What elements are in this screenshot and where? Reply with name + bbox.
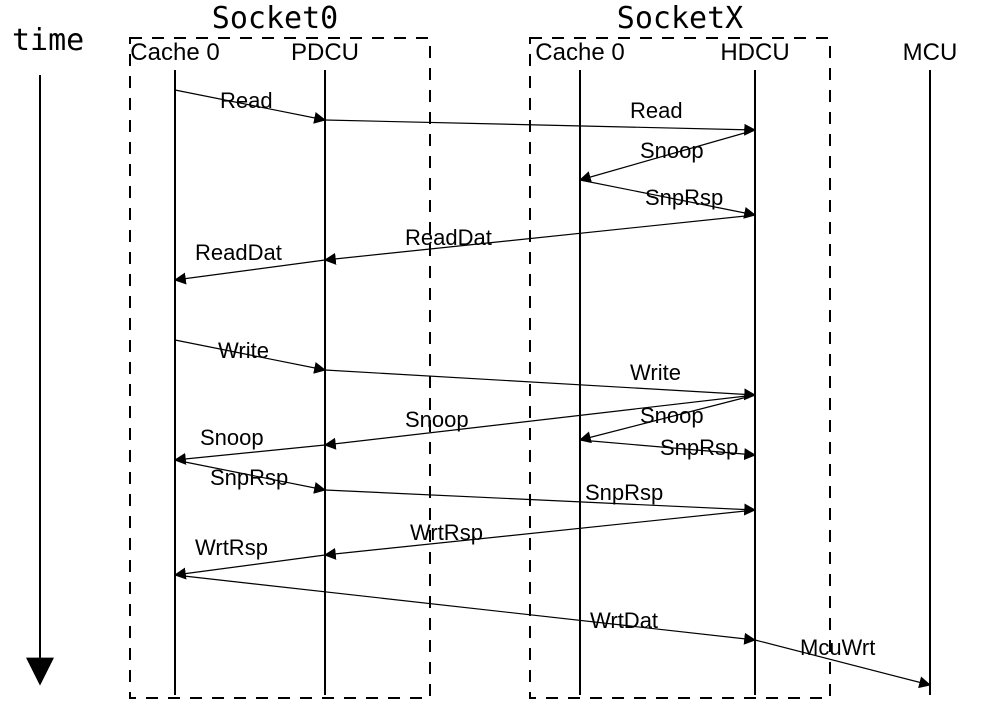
sequence-diagram: time Socket0 SocketX Cache 0 PDCU Cache 0 HDCU… [0,0,1000,713]
time-label: time [12,23,84,58]
msg-label-9: Snoop [405,407,469,432]
msg-arrow-1 [325,120,755,130]
msg-label-1: Read [630,98,683,123]
lifeline-label-Cache 0b: Cache 0 [535,39,624,66]
msg-label-4: ReadDat [405,225,492,250]
msg-label-14: WrtRsp [410,520,483,545]
msg-arrow-7 [325,370,755,395]
msg-label-16: WrtDat [590,608,658,633]
msg-label-0: Read [220,88,273,113]
msg-label-2: Snoop [640,138,704,163]
socket-title-0: Socket0 [212,1,338,36]
msg-label-11: SnpRsp [660,435,738,460]
lifeline-label-PDCU: PDCU [291,39,359,66]
msg-label-17: McuWrt [800,635,875,660]
msg-label-3: SnpRsp [645,185,723,210]
msg-label-13: SnpRsp [585,480,663,505]
msg-arrow-16 [175,575,755,640]
msg-arrow-13 [325,490,755,510]
msg-label-5: ReadDat [195,240,282,265]
lifeline-label-MCU: MCU [903,39,958,66]
msg-label-10: Snoop [200,425,264,450]
msg-label-7: Write [630,360,681,385]
lifeline-label-Cache 0: Cache 0 [130,39,219,66]
msg-label-12: SnpRsp [210,465,288,490]
msg-arrow-14 [325,510,755,555]
msg-label-6: Write [218,338,269,363]
socket-title-1: SocketX [617,1,743,36]
msg-arrow-4 [325,215,755,260]
msg-label-15: WrtRsp [195,535,268,560]
lifeline-label-HDCU: HDCU [720,39,789,66]
